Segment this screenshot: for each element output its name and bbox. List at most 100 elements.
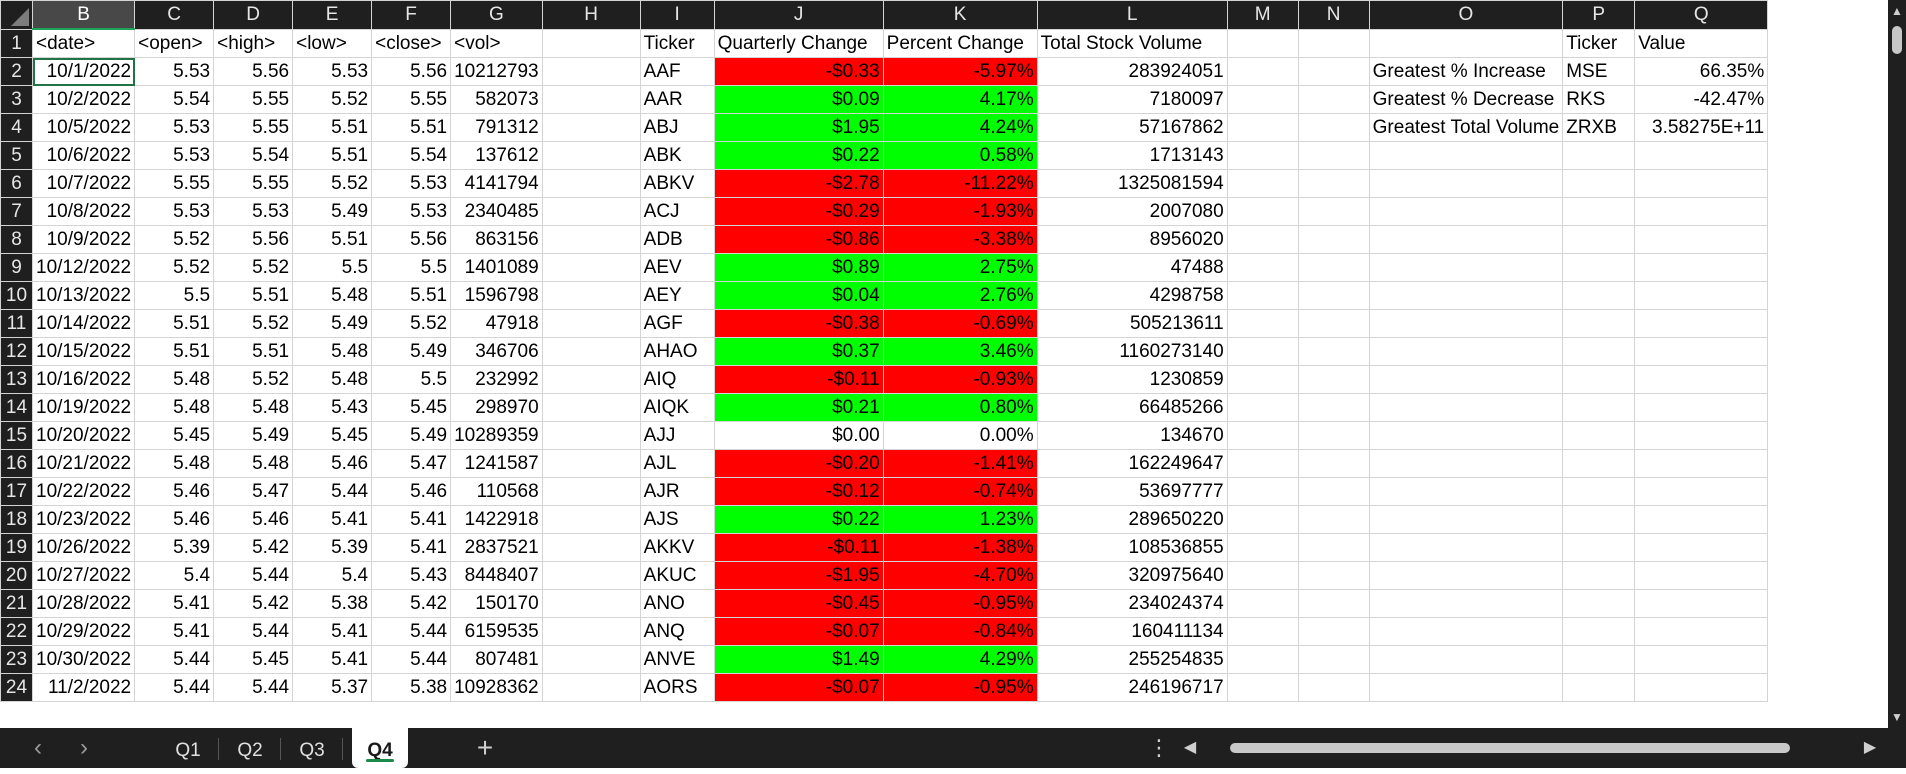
total-volume-cell[interactable]: 246196717: [1036, 673, 1228, 702]
ticker-cell[interactable]: AJS: [639, 505, 715, 534]
high-cell[interactable]: 5.44: [213, 673, 294, 702]
header-cell-date[interactable]: <date>: [31, 28, 136, 58]
high-cell[interactable]: 5.48: [213, 393, 294, 422]
header-cell-open[interactable]: <open>: [134, 28, 215, 58]
open-cell[interactable]: 5.41: [134, 617, 215, 646]
cell[interactable]: [1634, 281, 1769, 310]
low-cell[interactable]: 5.51: [292, 225, 373, 254]
quarterly-change-cell[interactable]: $0.37: [713, 337, 884, 366]
open-cell[interactable]: 5.51: [134, 309, 215, 338]
horizontal-scrollbar[interactable]: ◀ ▶: [1180, 736, 1880, 760]
row-header[interactable]: 11: [0, 309, 33, 338]
cell[interactable]: [1368, 253, 1564, 282]
close-cell[interactable]: 5.51: [371, 281, 452, 310]
quarterly-change-cell[interactable]: $0.89: [713, 253, 884, 282]
cell[interactable]: [1226, 113, 1299, 142]
cell[interactable]: [1297, 57, 1370, 86]
open-cell[interactable]: 5.4: [134, 561, 215, 590]
cell[interactable]: [1634, 225, 1769, 254]
ticker-cell[interactable]: ABK: [639, 141, 715, 170]
high-cell[interactable]: 5.48: [213, 449, 294, 478]
cell[interactable]: [541, 589, 641, 618]
ticker-cell[interactable]: ADB: [639, 225, 715, 254]
percent-change-cell[interactable]: -0.74%: [882, 477, 1038, 506]
cell[interactable]: [541, 617, 641, 646]
header-cell-vol[interactable]: <vol>: [450, 28, 543, 58]
low-cell[interactable]: 5.46: [292, 449, 373, 478]
more-options-icon[interactable]: ⋮: [1148, 735, 1170, 760]
cell[interactable]: [1297, 645, 1370, 674]
cell[interactable]: [1368, 169, 1564, 198]
column-header[interactable]: K: [882, 0, 1038, 30]
row-header[interactable]: 18: [0, 505, 33, 534]
high-cell[interactable]: 5.55: [213, 169, 294, 198]
cell[interactable]: [1562, 197, 1636, 226]
percent-change-cell[interactable]: -3.38%: [882, 225, 1038, 254]
percent-change-cell[interactable]: -5.97%: [882, 57, 1038, 86]
low-cell[interactable]: 5.38: [292, 589, 373, 618]
sheet-tab-q4[interactable]: Q4: [352, 728, 408, 768]
cell[interactable]: [1634, 589, 1769, 618]
row-header[interactable]: 13: [0, 365, 33, 394]
low-cell[interactable]: 5.41: [292, 617, 373, 646]
vol-cell[interactable]: 2340485: [450, 197, 543, 226]
date-cell[interactable]: 10/16/2022: [31, 365, 136, 394]
high-cell[interactable]: 5.52: [213, 253, 294, 282]
date-cell[interactable]: 10/30/2022: [31, 645, 136, 674]
cell[interactable]: [1634, 337, 1769, 366]
open-cell[interactable]: 5.44: [134, 673, 215, 702]
vol-cell[interactable]: 110568: [450, 477, 543, 506]
close-cell[interactable]: 5.42: [371, 589, 452, 618]
close-cell[interactable]: 5.52: [371, 309, 452, 338]
cell[interactable]: [541, 28, 641, 58]
greatest-label-cell[interactable]: Greatest Total Volume: [1368, 113, 1564, 142]
ticker-cell[interactable]: AIQK: [639, 393, 715, 422]
cell[interactable]: [1634, 253, 1769, 282]
vol-cell[interactable]: 863156: [450, 225, 543, 254]
cell[interactable]: [1368, 561, 1564, 590]
cell[interactable]: [1634, 533, 1769, 562]
cell[interactable]: [1634, 617, 1769, 646]
close-cell[interactable]: 5.47: [371, 449, 452, 478]
open-cell[interactable]: 5.53: [134, 113, 215, 142]
close-cell[interactable]: 5.49: [371, 337, 452, 366]
vol-cell[interactable]: 150170: [450, 589, 543, 618]
cell[interactable]: [1562, 421, 1636, 450]
vertical-scrollbar[interactable]: ▲ ▼: [1888, 0, 1906, 728]
low-cell[interactable]: 5.51: [292, 113, 373, 142]
header-cell-quarterly-change[interactable]: Quarterly Change: [713, 28, 884, 58]
low-cell[interactable]: 5.39: [292, 533, 373, 562]
percent-change-cell[interactable]: -0.95%: [882, 673, 1038, 702]
cell[interactable]: [541, 281, 641, 310]
column-header[interactable]: P: [1562, 0, 1636, 30]
low-cell[interactable]: 5.45: [292, 421, 373, 450]
cell[interactable]: [1226, 393, 1299, 422]
cell[interactable]: [1562, 645, 1636, 674]
row-header[interactable]: 4: [0, 113, 33, 142]
cell[interactable]: [1634, 673, 1769, 702]
quarterly-change-cell[interactable]: $0.21: [713, 393, 884, 422]
total-volume-cell[interactable]: 289650220: [1036, 505, 1228, 534]
open-cell[interactable]: 5.48: [134, 393, 215, 422]
cell[interactable]: [1297, 393, 1370, 422]
vol-cell[interactable]: 1241587: [450, 449, 543, 478]
cell[interactable]: [541, 141, 641, 170]
cell[interactable]: [1562, 225, 1636, 254]
close-cell[interactable]: 5.53: [371, 197, 452, 226]
date-cell[interactable]: 10/2/2022: [31, 85, 136, 114]
total-volume-cell[interactable]: 1160273140: [1036, 337, 1228, 366]
sheet-tab-q3[interactable]: Q3: [284, 728, 340, 768]
cell[interactable]: [541, 225, 641, 254]
cell[interactable]: [541, 197, 641, 226]
vol-cell[interactable]: 1596798: [450, 281, 543, 310]
cell[interactable]: [1226, 617, 1299, 646]
vol-cell[interactable]: 2837521: [450, 533, 543, 562]
cell[interactable]: [1562, 309, 1636, 338]
low-cell[interactable]: 5.48: [292, 281, 373, 310]
vertical-scroll-thumb[interactable]: [1892, 26, 1902, 54]
close-cell[interactable]: 5.41: [371, 505, 452, 534]
cell[interactable]: [541, 561, 641, 590]
high-cell[interactable]: 5.52: [213, 309, 294, 338]
cell[interactable]: [1634, 449, 1769, 478]
